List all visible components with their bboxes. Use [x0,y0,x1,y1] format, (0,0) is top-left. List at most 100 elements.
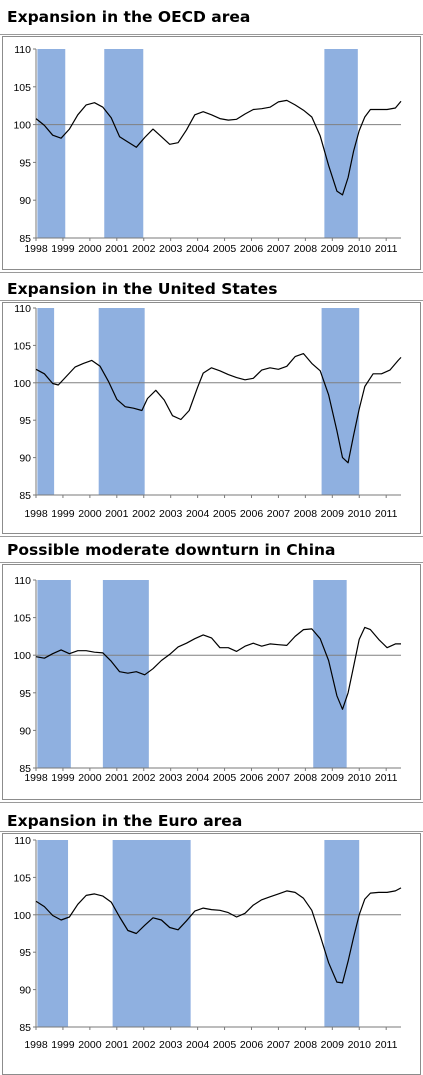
x-tick-label: 2007 [267,772,291,784]
recession-band [98,308,145,495]
x-tick-label: 1999 [51,772,75,784]
y-tick-label: 110 [14,835,31,847]
x-tick-label: 2004 [186,1039,210,1051]
series-line [35,887,402,984]
x-tick-label: 2007 [267,243,291,255]
x-tick-label: 2005 [213,243,237,255]
x-tick-label: 2007 [267,1039,291,1051]
y-tick-label: 95 [19,157,31,169]
x-tick-label: 1999 [51,508,75,520]
x-tick-label: 2003 [159,772,183,784]
x-tick-label: 2011 [375,508,398,520]
y-tick-label: 85 [19,1022,31,1034]
x-tick-label: 1999 [51,243,75,255]
x-tick-label: 2002 [132,772,156,784]
x-tick-label: 1998 [24,1039,48,1051]
x-tick-label: 2008 [294,508,318,520]
y-tick-label: 110 [14,44,31,56]
chart-title-euro-area: Expansion in the Euro area [7,812,243,830]
x-tick-label: 2008 [294,772,318,784]
recession-band [324,840,360,1027]
recession-band [324,49,358,238]
recession-band [321,308,360,495]
y-tick-label: 85 [19,233,31,245]
x-tick-label: 2009 [321,243,345,255]
y-tick-label: 90 [19,985,31,997]
title-separator [0,34,423,35]
x-tick-label: 2006 [240,243,264,255]
x-tick-label: 2006 [240,1039,264,1051]
x-tick-label: 1998 [24,508,48,520]
x-tick-label: 2008 [294,243,318,255]
y-tick-label: 90 [19,195,31,207]
y-tick-label: 85 [19,763,31,775]
x-tick-label: 2004 [186,772,210,784]
x-tick-label: 2011 [375,772,398,784]
x-tick-label: 2011 [375,1039,398,1051]
panel-top-border [0,272,423,273]
y-tick-label: 110 [14,303,31,315]
y-tick-label: 105 [13,613,31,625]
x-tick-label: 2005 [213,1039,237,1051]
x-tick-label: 2010 [348,508,372,520]
y-tick-label: 95 [19,688,31,700]
series-line [35,99,402,196]
y-tick-label: 105 [13,82,31,94]
x-tick-label: 2009 [321,508,345,520]
recession-band [104,49,144,238]
x-tick-label: 2007 [267,508,291,520]
x-tick-label: 1998 [24,772,48,784]
x-tick-label: 2011 [375,243,398,255]
series-line [35,626,401,710]
x-tick-label: 2001 [105,508,129,520]
recession-band [112,840,191,1027]
recession-band [37,580,71,768]
x-tick-label: 2005 [213,508,237,520]
x-tick-label: 2005 [213,772,237,784]
y-tick-label: 90 [19,453,31,465]
x-tick-label: 2000 [78,508,102,520]
y-tick-label: 105 [13,872,31,884]
x-tick-label: 2010 [348,1039,372,1051]
title-separator [0,562,423,563]
panel-top-border [0,536,423,537]
panel-top-border [0,802,423,803]
y-tick-label: 90 [19,725,31,737]
chart-title-united-states: Expansion in the United States [7,280,278,298]
y-tick-label: 95 [19,415,31,427]
y-tick-label: 85 [19,490,31,502]
x-tick-label: 2006 [240,508,264,520]
y-tick-label: 100 [13,910,31,922]
x-tick-label: 2002 [132,243,156,255]
x-tick-label: 2002 [132,508,156,520]
x-tick-label: 2009 [321,772,345,784]
chart-title-oecd: Expansion in the OECD area [7,8,251,26]
x-tick-label: 2008 [294,1039,318,1051]
chart-panel-china: Possible moderate downturn in China 110 1… [0,536,423,800]
title-separator [0,831,423,832]
x-tick-label: 2001 [105,243,129,255]
chart-panel-euro-area: Expansion in the Euro area 110 105 100 95 90… [0,802,423,1075]
recession-band [313,580,347,768]
x-tick-label: 2002 [132,1039,156,1051]
x-tick-label: 2004 [186,508,210,520]
x-tick-label: 2000 [78,1039,102,1051]
x-tick-label: 2006 [240,772,264,784]
x-tick-label: 2001 [105,772,129,784]
chart-panel-oecd: Expansion in the OECD area 110 105 100 95 90… [0,0,423,270]
y-tick-label: 105 [13,340,31,352]
y-tick-label: 95 [19,947,31,959]
x-tick-label: 2004 [186,243,210,255]
chart-panel-united-states: Expansion in the United States 110 105 100… [0,272,423,534]
y-tick-label: 110 [14,575,31,587]
y-tick-label: 100 [13,650,31,662]
x-tick-label: 2009 [321,1039,345,1051]
x-tick-label: 1999 [51,1039,75,1051]
x-tick-label: 2000 [78,772,102,784]
y-tick-label: 100 [13,120,31,132]
x-tick-label: 2010 [348,243,372,255]
recession-band [37,49,66,238]
